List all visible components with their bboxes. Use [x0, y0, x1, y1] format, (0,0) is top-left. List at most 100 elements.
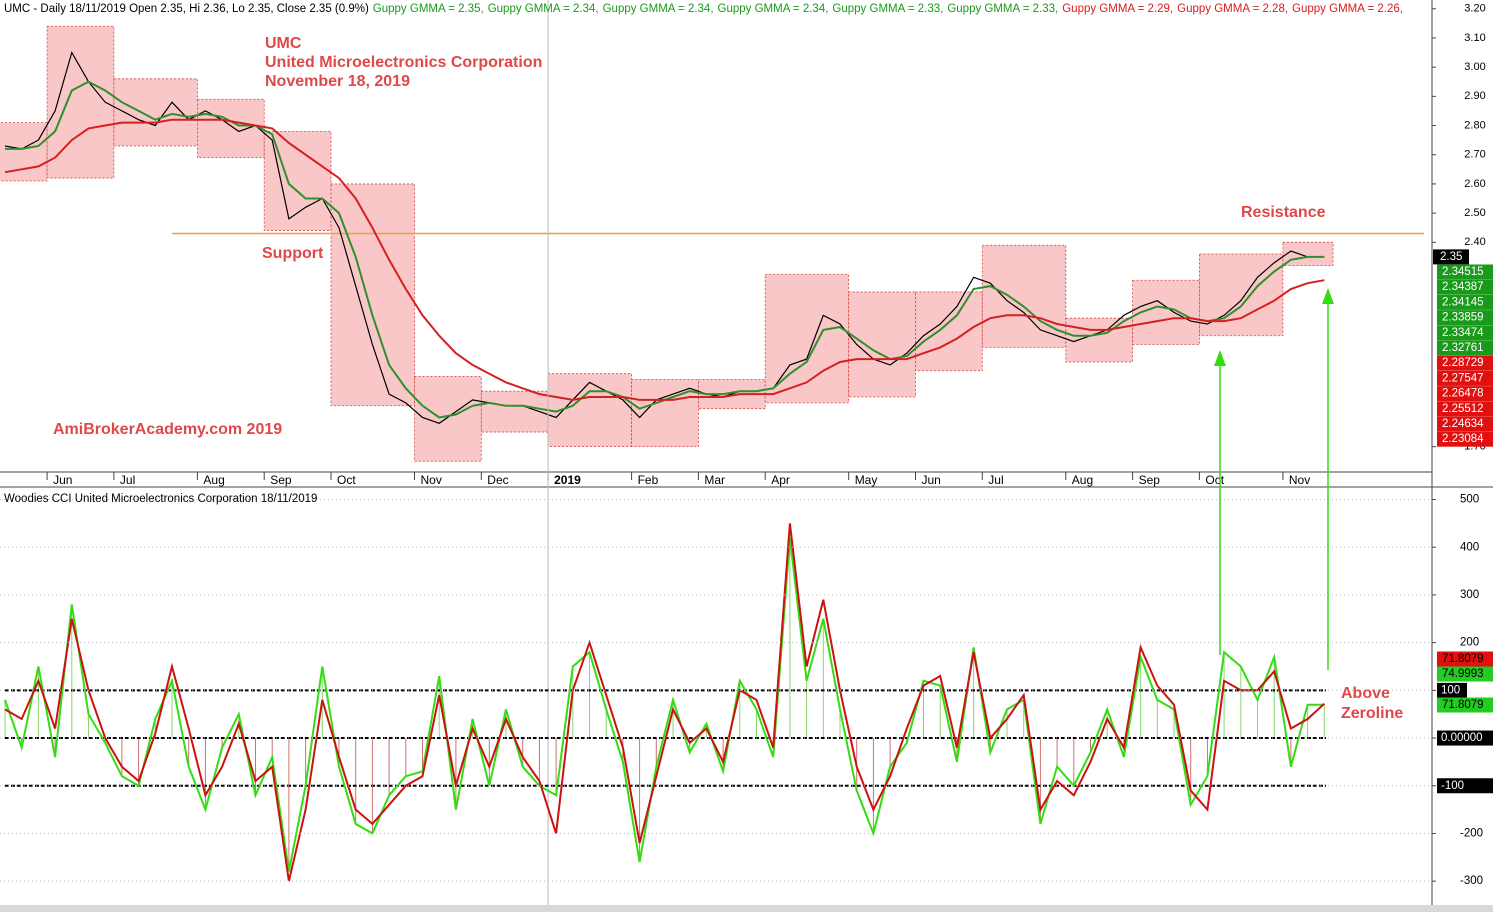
- x-tick-label: Feb: [638, 473, 659, 487]
- month-range-box: [113, 78, 198, 147]
- x-tick-label: Aug: [1072, 473, 1093, 487]
- y-tick-label: -200: [1460, 827, 1483, 839]
- level-label-box: [1437, 778, 1493, 794]
- annotation: Above: [1341, 685, 1390, 702]
- x-tick-label: Sep: [1139, 473, 1161, 487]
- header-part: UMC - Daily 18/11/2019 Open 2.35, Hi 2.3…: [4, 3, 369, 15]
- y-tick-label: 2.60: [1464, 178, 1485, 190]
- annotation: AmiBrokerAcademy.com 2019: [53, 421, 282, 438]
- y-tick-label: 3.00: [1464, 61, 1485, 73]
- x-tick-label: Mar: [704, 473, 725, 487]
- header-part: Guppy GMMA = 2.26,: [1292, 3, 1403, 15]
- x-tick-label: Sep: [270, 473, 292, 487]
- y-tick-label: 2.70: [1464, 149, 1485, 161]
- annotation: United Microelectronics Corporation: [265, 54, 542, 71]
- header-part: Guppy GMMA = 2.34,: [718, 3, 829, 15]
- y-tick-label: 3.20: [1464, 3, 1485, 15]
- y-tick-label: -300: [1460, 875, 1483, 887]
- gmma-label: 2.27547: [1442, 372, 1484, 384]
- gmma-label-box: [1437, 310, 1493, 326]
- gmma-label: 2.33859: [1442, 312, 1484, 324]
- x-tick-label: 2019: [554, 473, 581, 487]
- arrows: [1214, 288, 1334, 670]
- y-tick-label: 200: [1460, 637, 1479, 649]
- x-tick-label: Jul: [988, 473, 1003, 487]
- arrow-head: [1214, 350, 1226, 366]
- gmma-label-box: [1437, 325, 1493, 341]
- gmma-label-box: [1437, 386, 1493, 402]
- annotation: November 18, 2019: [265, 73, 410, 90]
- y-tick-label: 2.50: [1464, 207, 1485, 219]
- cci-last-label: 71.8079: [1442, 699, 1484, 711]
- annotation: Zeroline: [1341, 705, 1403, 722]
- x-tick-label: Oct: [337, 473, 356, 487]
- last-price-label: 2.35: [1440, 251, 1462, 263]
- cci-last-label: 74.9993: [1442, 668, 1484, 680]
- gmma-label: 2.34387: [1442, 281, 1484, 293]
- y-tick-label: 2.90: [1464, 90, 1485, 102]
- annotation: Support: [262, 245, 324, 262]
- gmma-label-box: [1437, 355, 1493, 371]
- gmma-label: 2.25512: [1442, 403, 1484, 415]
- annotation: UMC: [265, 35, 302, 52]
- month-range-box: [263, 130, 332, 232]
- cci-last-box: [1437, 697, 1493, 713]
- x-tick-label: Jul: [120, 473, 135, 487]
- gmma-label-box: [1437, 401, 1493, 417]
- header-part: Guppy GMMA = 2.33,: [947, 3, 1058, 15]
- sheet-tabs[interactable]: [0, 905, 1493, 912]
- price-line: [4, 118, 1325, 401]
- header-part: Guppy GMMA = 2.29,: [1062, 3, 1173, 15]
- month-range-box: [330, 183, 415, 407]
- gmma-label-box: [1437, 264, 1493, 280]
- gmma-label: 2.34515: [1442, 266, 1484, 278]
- header: UMC - Daily 18/11/2019 Open 2.35, Hi 2.3…: [4, 3, 1403, 15]
- y-tick-label: 500: [1460, 494, 1479, 506]
- x-tick-label: May: [855, 473, 878, 487]
- gmma-label: 2.26478: [1442, 388, 1484, 400]
- last-price-box: [1433, 249, 1469, 265]
- month-range-box: [46, 25, 115, 179]
- month-range-box: [414, 376, 482, 462]
- y-tick-label: 3.10: [1464, 32, 1485, 44]
- x-tick-label: Apr: [771, 473, 790, 487]
- month-range-box: [480, 390, 549, 433]
- header-part: Guppy GMMA = 2.34,: [603, 3, 714, 15]
- y-tick-label: 400: [1460, 541, 1479, 553]
- gmma-label: 2.33474: [1442, 327, 1484, 339]
- gmma-label-box: [1437, 294, 1493, 310]
- month-range-box: [1132, 279, 1200, 345]
- cci-last-label: 71.8079: [1442, 653, 1484, 665]
- y-tick-label: 2.80: [1464, 119, 1485, 131]
- cci-last-box: [1437, 651, 1493, 667]
- x-tick-label: Aug: [203, 473, 224, 487]
- gmma-label: 2.34145: [1442, 296, 1484, 308]
- month-range-box: [981, 244, 1067, 348]
- x-tick-label: Jun: [53, 473, 72, 487]
- month-range-box: [915, 291, 983, 372]
- x-tick-label: Nov: [1289, 473, 1310, 487]
- gmma-label: 2.24634: [1442, 418, 1484, 430]
- gmma-label: 2.32761: [1442, 342, 1484, 354]
- level-label-box: [1437, 730, 1493, 746]
- gmma-label-box: [1437, 370, 1493, 386]
- x-tick-label: Nov: [421, 473, 442, 487]
- month-range-box: [1065, 317, 1134, 363]
- header-part: Guppy GMMA = 2.35,: [373, 3, 484, 15]
- gmma-label: 2.28729: [1442, 357, 1484, 369]
- x-tick-label: Oct: [1205, 473, 1224, 487]
- level-label-box: [1437, 682, 1467, 698]
- cci-line: [4, 537, 1325, 872]
- cci-last-box: [1437, 666, 1493, 682]
- cci-line: [4, 523, 1325, 882]
- y-tick-label: 300: [1460, 589, 1479, 601]
- y-tick-label: 0.00000: [1441, 732, 1483, 744]
- header-part: Guppy GMMA = 2.34,: [488, 3, 599, 15]
- gmma-label-box: [1437, 279, 1493, 295]
- month-range-box: [848, 291, 916, 398]
- y-tick-label: -100: [1441, 780, 1464, 792]
- month-range-box: [1282, 241, 1334, 267]
- arrow-head: [1322, 288, 1334, 304]
